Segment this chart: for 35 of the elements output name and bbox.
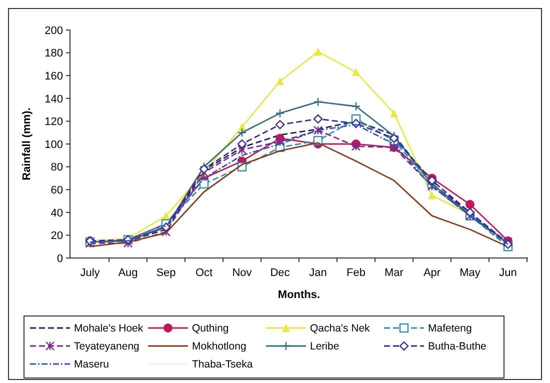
x-tick-label: Jun [499,267,517,279]
legend-label: Mohale's Hoek [74,322,144,335]
x-axis-title: Months. [278,289,320,301]
y-tick-label: 40 [50,207,63,220]
y-tick-label: 0 [56,252,63,265]
x-tick-label: Oct [195,267,213,279]
y-tick-label: 160 [44,70,63,82]
x-tick-label: Dec [270,267,290,279]
x-tick-label: Sep [156,267,176,279]
x-tick-label: Mar [384,267,404,279]
y-tick-label: 20 [50,230,63,242]
x-tick-label: May [460,267,481,279]
y-axis-title: Rainfall (mm). [21,108,33,180]
x-tick-label: Aug [118,267,138,279]
y-tick-label: 100 [44,138,63,151]
legend-label: Qacha's Nek [310,322,371,335]
x-tick-label: July [80,267,100,279]
legend-label: Mokhotlong [192,340,246,353]
legend-label: Quthing [192,322,229,335]
legend-label: Maseru [74,358,110,371]
legend-label: Leribe [310,340,340,353]
x-tick-label: Jan [309,267,327,279]
y-tick-label: 180 [44,48,63,60]
legend-label: Thaba-Tseka [192,358,253,371]
x-tick-label: Apr [423,267,441,279]
x-tick-label: Feb [346,267,366,279]
y-tick-label: 60 [50,184,63,196]
y-tick-label: 80 [50,162,63,174]
legend-label: Mafeteng [428,322,472,335]
legend-label: Butha-Buthe [428,340,487,353]
legend-label: Teyateyaneng [74,340,140,353]
y-tick-label: 200 [44,24,63,37]
x-tick-label: Nov [232,267,252,279]
y-tick-label: 140 [44,93,63,106]
y-tick-label: 120 [44,116,63,128]
